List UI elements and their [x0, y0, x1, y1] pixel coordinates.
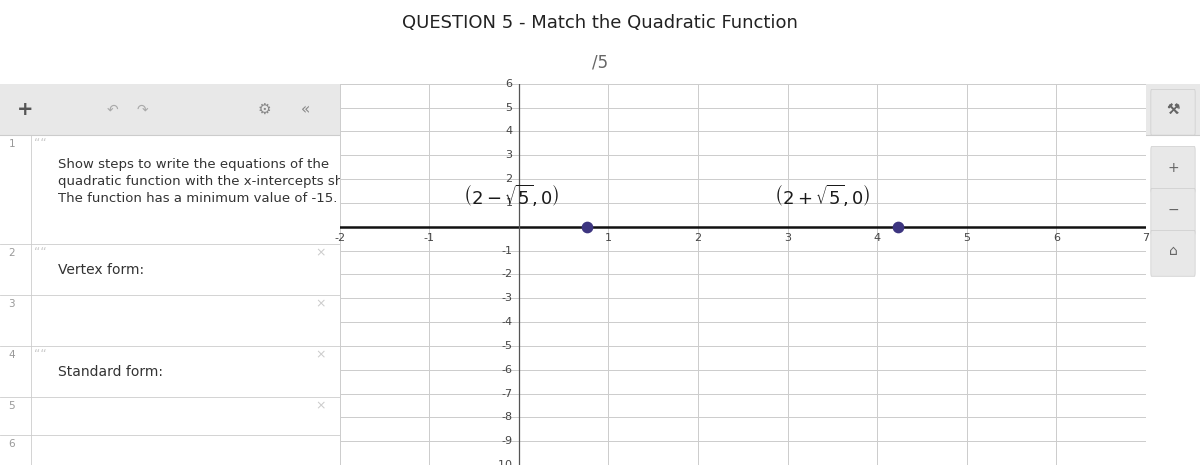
FancyBboxPatch shape — [1151, 89, 1195, 135]
Text: ↷: ↷ — [137, 102, 149, 116]
Text: ⚒: ⚒ — [1166, 103, 1180, 117]
Text: Vertex form:: Vertex form: — [58, 263, 144, 277]
Text: 7: 7 — [1142, 233, 1150, 243]
Text: +: + — [17, 100, 34, 119]
Text: «: « — [301, 102, 311, 117]
Text: -4: -4 — [502, 317, 512, 327]
Text: -3: -3 — [502, 293, 512, 303]
Text: /5: /5 — [592, 53, 608, 72]
Text: 5: 5 — [964, 233, 971, 243]
Text: 5: 5 — [505, 102, 512, 113]
Text: 1: 1 — [8, 139, 16, 149]
Text: 6: 6 — [505, 79, 512, 89]
Text: -7: -7 — [502, 388, 512, 399]
Text: -5: -5 — [502, 341, 512, 351]
Text: 3: 3 — [505, 150, 512, 160]
Text: -1: -1 — [502, 246, 512, 256]
Text: 1: 1 — [505, 198, 512, 208]
Text: 6: 6 — [1052, 233, 1060, 243]
Text: ““: ““ — [34, 246, 47, 259]
Text: ⚙: ⚙ — [258, 102, 271, 117]
FancyBboxPatch shape — [1151, 231, 1195, 276]
Text: 4: 4 — [505, 126, 512, 136]
Text: ““: ““ — [34, 348, 47, 361]
Text: 2: 2 — [505, 174, 512, 184]
Text: -9: -9 — [502, 436, 512, 446]
Text: $\left(2+\sqrt{5},0\right)$: $\left(2+\sqrt{5},0\right)$ — [774, 183, 870, 209]
Text: −: − — [1168, 203, 1178, 217]
Text: QUESTION 5 - Match the Quadratic Function: QUESTION 5 - Match the Quadratic Functio… — [402, 14, 798, 32]
Text: 2: 2 — [695, 233, 702, 243]
Text: ↶: ↶ — [107, 102, 118, 116]
Text: -2: -2 — [502, 269, 512, 279]
Text: 1: 1 — [605, 233, 612, 243]
Text: 3: 3 — [8, 299, 16, 309]
FancyBboxPatch shape — [1151, 146, 1195, 193]
Text: 4: 4 — [874, 233, 881, 243]
Text: 4: 4 — [8, 350, 16, 360]
Text: 5: 5 — [8, 401, 16, 411]
Text: ×: × — [316, 348, 326, 361]
Bar — [0, 84, 340, 135]
Point — [889, 223, 908, 231]
FancyBboxPatch shape — [1151, 189, 1195, 234]
Text: 6: 6 — [8, 439, 16, 449]
Text: ×: × — [316, 246, 326, 259]
Text: 3: 3 — [784, 233, 791, 243]
Point — [577, 223, 596, 231]
Text: +: + — [1168, 160, 1178, 174]
Text: -10: -10 — [494, 460, 512, 465]
Text: Show steps to write the equations of the
quadratic function with the x-intercept: Show steps to write the equations of the… — [58, 159, 374, 206]
Text: ×: × — [316, 297, 326, 310]
Text: ⚒: ⚒ — [1166, 102, 1180, 117]
Text: ⌂: ⌂ — [1169, 245, 1177, 259]
Text: ×: × — [316, 399, 326, 412]
Text: $\left(2-\sqrt{5},0\right)$: $\left(2-\sqrt{5},0\right)$ — [463, 183, 559, 209]
Text: -2: -2 — [334, 233, 346, 243]
Text: ““: ““ — [34, 137, 47, 150]
Text: Standard form:: Standard form: — [58, 365, 163, 379]
Bar — [1146, 84, 1200, 135]
Text: -8: -8 — [502, 412, 512, 422]
Text: 2: 2 — [8, 248, 16, 258]
Text: -1: -1 — [424, 233, 434, 243]
Text: -6: -6 — [502, 365, 512, 375]
